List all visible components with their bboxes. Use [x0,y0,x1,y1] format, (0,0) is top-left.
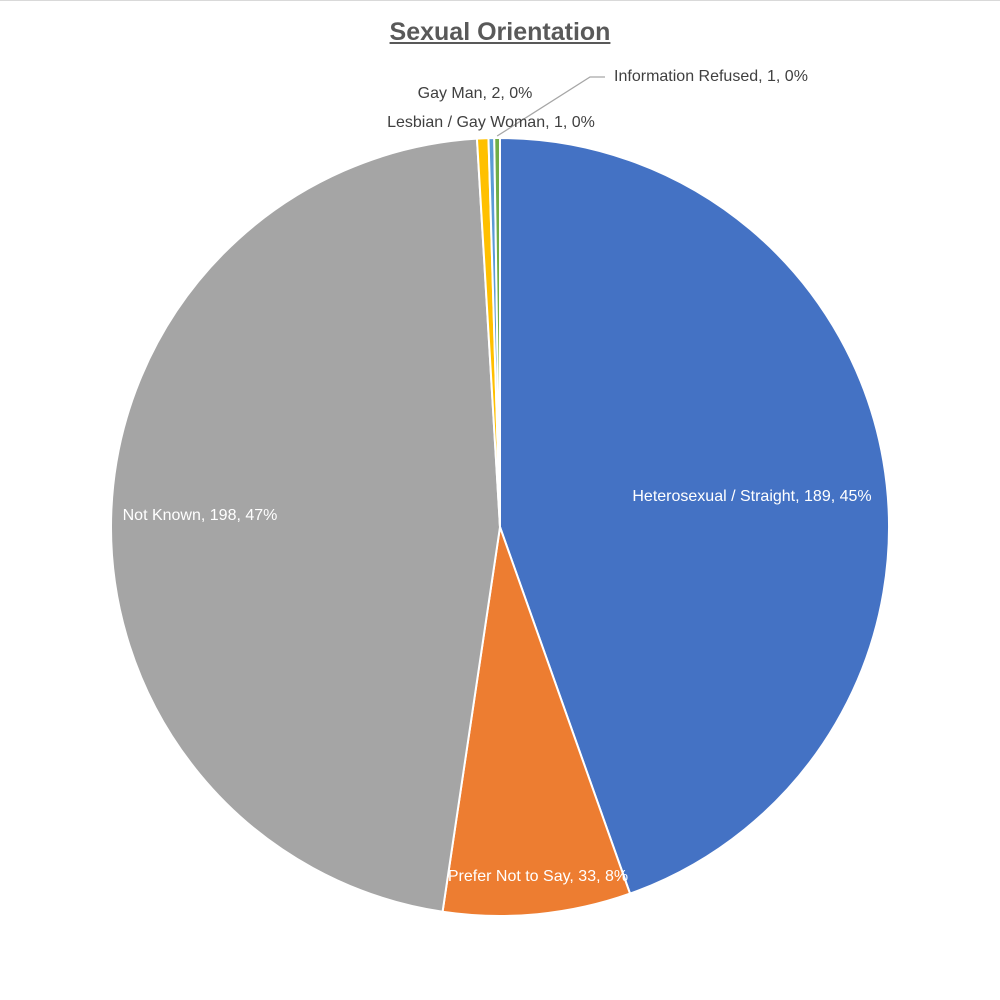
pie-slice-not-known [109,137,502,913]
data-label-lesbian-gay-woman: Lesbian / Gay Woman, 1, 0% [387,114,595,131]
pie-slice-information-refused [493,136,501,528]
data-label-heterosexual-straight: Heterosexual / Straight, 189, 45% [632,488,871,505]
pie-slice-prefer-not-to-say [441,526,632,917]
chart-title: Sexual Orientation [389,18,611,46]
pie-slices [109,136,890,917]
data-labels: Heterosexual / Straight, 189, 45% Prefer … [123,68,872,885]
frame-top-border [0,0,1000,1]
data-label-prefer-not-to-say: Prefer Not to Say, 33, 8% [448,868,628,885]
data-label-gay-man: Gay Man, 2, 0% [418,85,533,102]
leader-line-information-refused [496,76,605,137]
pie-slice-heterosexual-straight [499,136,890,895]
data-label-not-known: Not Known, 198, 47% [123,507,278,524]
data-label-information-refused: Information Refused, 1, 0% [614,68,808,85]
